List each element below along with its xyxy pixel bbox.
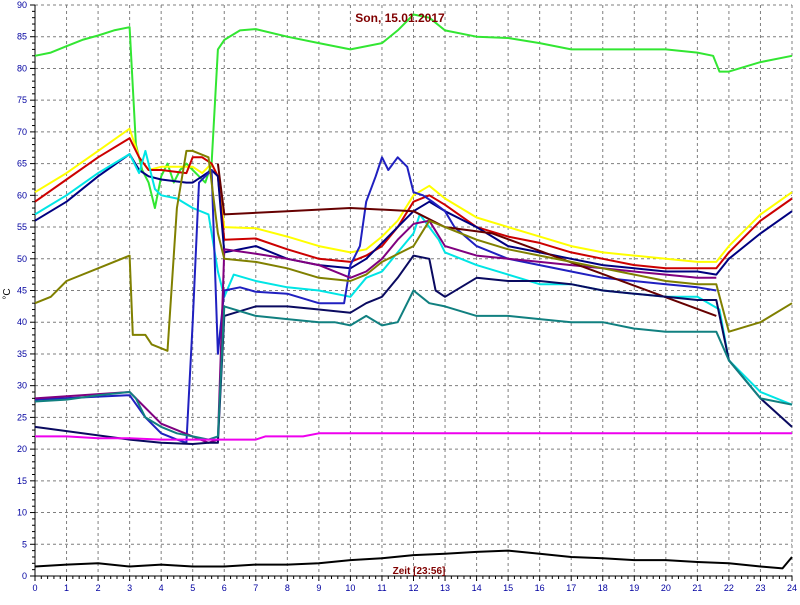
x-tick-label: 9 — [316, 583, 321, 593]
x-tick-label: 17 — [566, 583, 576, 593]
x-tick-label: 10 — [345, 583, 355, 593]
y-tick-label: 35 — [17, 349, 27, 359]
y-tick-label: 45 — [17, 286, 27, 296]
series-line-8 — [216, 163, 717, 317]
y-tick-label: 40 — [17, 317, 27, 327]
x-tick-label: 22 — [724, 583, 734, 593]
y-tick-label: 25 — [17, 412, 27, 422]
x-tick-label: 7 — [253, 583, 258, 593]
y-tick-label: 15 — [17, 476, 27, 486]
x-tick-label: 2 — [96, 583, 101, 593]
x-tick-label: 14 — [472, 583, 482, 593]
x-tick-label: 15 — [503, 583, 513, 593]
x-tick-label: 1 — [64, 583, 69, 593]
y-tick-label: 75 — [17, 95, 27, 105]
x-tick-label: 24 — [787, 583, 797, 593]
y-axis-label: °C — [2, 288, 13, 299]
x-tick-label: 6 — [222, 583, 227, 593]
y-tick-label: 70 — [17, 127, 27, 137]
x-axis-label: Zeit [23:56] — [393, 566, 446, 577]
y-tick-label: 10 — [17, 508, 27, 518]
y-tick-label: 55 — [17, 222, 27, 232]
series-line-6 — [34, 156, 717, 444]
y-tick-label: 30 — [17, 381, 27, 391]
series-line-10 — [34, 254, 793, 445]
x-tick-label: 23 — [755, 583, 765, 593]
x-tick-label: 4 — [159, 583, 164, 593]
x-tick-label: 20 — [661, 583, 671, 593]
y-tick-label: 85 — [17, 32, 27, 42]
x-tick-label: 5 — [190, 583, 195, 593]
series-line-2 — [34, 127, 793, 263]
y-tick-label: 80 — [17, 63, 27, 73]
axes — [30, 4, 793, 581]
x-tick-label: 16 — [535, 583, 545, 593]
x-tick-label: 21 — [692, 583, 702, 593]
x-tick-label: 13 — [440, 583, 450, 593]
x-tick-label: 11 — [377, 583, 386, 593]
y-tick-label: 20 — [17, 444, 27, 454]
series-line-12 — [35, 432, 792, 441]
y-tick-label: 5 — [22, 539, 27, 549]
x-tick-label: 19 — [629, 583, 639, 593]
grid-lines — [34, 4, 793, 577]
tick-labels: 0 1 2 3 4 5 6 7 8 9 10 11 12 13 14 15 16 17 18 19 20 21 22 23 24… — [17, 0, 797, 593]
series-line-13 — [34, 549, 793, 570]
x-tick-label: 12 — [408, 583, 418, 593]
y-tick-label: 65 — [17, 159, 27, 169]
x-tick-label: 0 — [32, 583, 37, 593]
series-line-4 — [34, 153, 793, 276]
chart-title: Son, 15.01.2017 — [355, 11, 445, 25]
series-line-3 — [34, 137, 793, 270]
x-tick-label: 8 — [285, 583, 290, 593]
x-tick-label: 3 — [127, 583, 132, 593]
x-tick-label: 18 — [598, 583, 608, 593]
y-tick-label: 60 — [17, 190, 27, 200]
series-line-11 — [34, 289, 793, 441]
y-tick-label: 0 — [22, 571, 27, 581]
series-line-9 — [34, 149, 793, 352]
y-tick-label: 90 — [17, 0, 27, 10]
y-tick-label: 50 — [17, 254, 27, 264]
data-series — [34, 13, 793, 570]
